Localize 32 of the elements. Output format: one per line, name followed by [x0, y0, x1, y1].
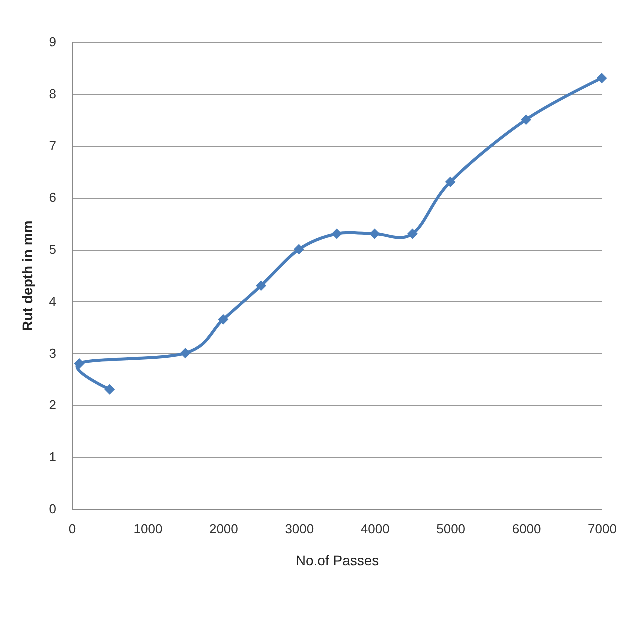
point [294, 244, 304, 255]
y-tick-label: 9 [49, 34, 56, 50]
x-axis-title: No.of Passes [296, 552, 380, 568]
point [407, 228, 418, 240]
point [180, 348, 191, 359]
y-tick-label: 3 [49, 346, 56, 361]
y-tick-label: 2 [49, 398, 56, 413]
y-axis-title: Rut depth in mm [19, 220, 36, 332]
point [521, 114, 532, 126]
point [596, 73, 608, 84]
point [104, 384, 116, 395]
y-tick-label: 5 [49, 242, 56, 258]
point [218, 314, 229, 325]
y-tick-label: 1 [49, 450, 56, 465]
x-tick-label: 4000 [360, 522, 390, 536]
x-tick-label: 3000 [285, 522, 314, 536]
x-tick-label: 0 [68, 522, 76, 536]
y-tick-label: 7 [49, 138, 56, 154]
point [74, 358, 85, 369]
x-tick-label: 7000 [588, 522, 617, 536]
point [332, 228, 342, 240]
point [445, 176, 456, 188]
x-tick-label: 2000 [209, 522, 238, 536]
x-tick-label: 6000 [512, 522, 542, 536]
y-tick-label: 8 [49, 86, 56, 102]
x-tick-label: 5000 [436, 522, 466, 536]
y-tick-label: 4 [49, 294, 56, 309]
point [370, 228, 380, 240]
y-tick-label: 0 [49, 502, 56, 516]
x-tick-label: 1000 [134, 522, 163, 536]
point [256, 280, 267, 292]
y-tick-label: 6 [49, 190, 56, 206]
